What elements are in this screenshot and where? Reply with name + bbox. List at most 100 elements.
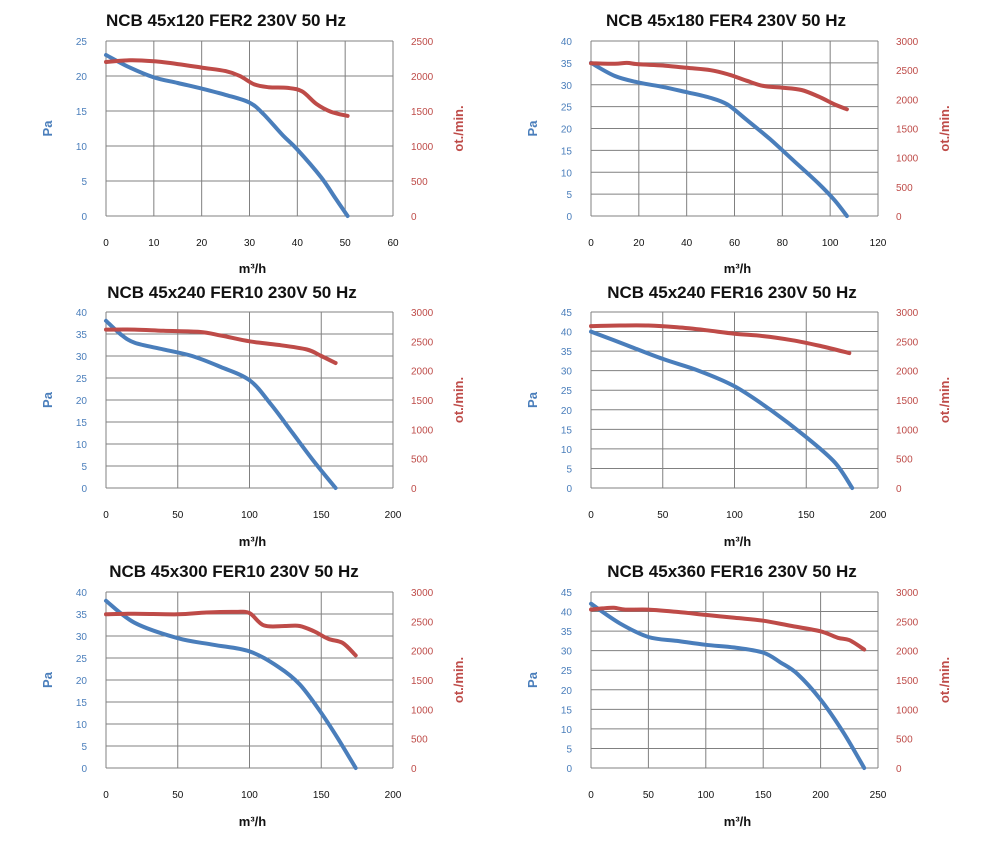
y-tick-label: 10 — [561, 168, 573, 179]
chart-title: NCB 45x240 FER10 230V 50 Hz — [107, 283, 356, 302]
grid — [105, 40, 394, 217]
speed-curve — [104, 609, 358, 658]
x-axis-title: m³/h — [724, 261, 752, 276]
x-tick-label: 50 — [643, 790, 655, 801]
y2-tick-label: 1500 — [411, 396, 434, 407]
y2-tick-label: 2500 — [896, 66, 919, 77]
y-tick-label: 10 — [561, 445, 573, 456]
y-tick-label: 20 — [76, 396, 88, 407]
y-tick-label: 35 — [561, 347, 573, 358]
y2-tick-label: 1000 — [896, 425, 919, 436]
x-tick-label: 0 — [103, 790, 109, 801]
y-tick-label: 15 — [76, 107, 88, 118]
fan-chart-4: NCB 45x240 FER16 230V 50 Hz0 50 100 150 2000… — [525, 283, 952, 549]
y-tick-label: 0 — [566, 212, 572, 223]
pressure-curve — [589, 601, 867, 770]
y-tick-label: 0 — [81, 484, 87, 495]
x-tick-label: 200 — [812, 790, 829, 801]
y-tick-label: 45 — [561, 308, 573, 319]
y-tick-label: 5 — [81, 462, 87, 473]
speed-curve — [589, 605, 867, 652]
chart-title: NCB 45x300 FER10 230V 50 Hz — [109, 562, 358, 581]
y-axis-title: Pa — [40, 120, 55, 137]
y-tick-label: 0 — [566, 484, 572, 495]
y2-tick-label: 500 — [896, 183, 913, 194]
y2-tick-label: 2500 — [896, 337, 919, 348]
x-axis-title: m³/h — [239, 814, 267, 829]
speed-curve — [104, 327, 338, 365]
x-tick-label: 100 — [697, 790, 714, 801]
pressure-curve — [104, 318, 338, 490]
x-axis-title: m³/h — [724, 814, 752, 829]
y2-tick-label: 2500 — [896, 617, 919, 628]
y2-tick-label: 0 — [896, 484, 902, 495]
pressure-curve — [589, 329, 855, 490]
x-tick-label: 30 — [244, 238, 256, 249]
y2-tick-label: 1500 — [896, 676, 919, 687]
fan-chart-1: NCB 45x120 FER2 230V 50 Hz0 10 20 30 40 50 600… — [40, 11, 466, 276]
x-tick-label: 20 — [633, 238, 645, 249]
x-tick-label: 150 — [313, 510, 330, 521]
y-tick-label: 25 — [76, 37, 88, 48]
y2-tick-label: 500 — [896, 455, 913, 466]
y-tick-label: 20 — [561, 125, 573, 136]
y2-tick-label: 1000 — [896, 154, 919, 165]
grid — [105, 311, 394, 489]
y2-tick-label: 0 — [896, 764, 902, 775]
y2-tick-label: 3000 — [411, 588, 434, 599]
y-tick-label: 5 — [566, 190, 572, 201]
y-tick-label: 5 — [81, 742, 87, 753]
y-tick-label: 5 — [566, 744, 572, 755]
y2-tick-label: 2500 — [411, 617, 434, 628]
y-tick-label: 30 — [76, 352, 88, 363]
y-tick-label: 10 — [76, 720, 88, 731]
x-tick-label: 0 — [103, 238, 109, 249]
y-tick-label: 0 — [566, 764, 572, 775]
x-tick-label: 0 — [103, 510, 109, 521]
y2-tick-label: 3000 — [896, 588, 919, 599]
y-tick-label: 25 — [561, 666, 573, 677]
y-tick-label: 40 — [561, 608, 573, 619]
y-tick-label: 40 — [561, 328, 573, 339]
y2-tick-label: 500 — [411, 455, 428, 466]
y2-tick-label: 2000 — [411, 367, 434, 378]
x-tick-label: 200 — [385, 510, 402, 521]
y2-tick-label: 2000 — [896, 95, 919, 106]
y2-tick-label: 2000 — [411, 647, 434, 658]
y-tick-label: 35 — [76, 610, 88, 621]
x-tick-label: 150 — [313, 790, 330, 801]
chart-title: NCB 45x360 FER16 230V 50 Hz — [607, 562, 856, 581]
x-tick-label: 150 — [755, 790, 772, 801]
x-tick-label: 250 — [870, 790, 887, 801]
y-tick-label: 25 — [561, 103, 573, 114]
y-tick-label: 5 — [566, 464, 572, 475]
y2-tick-label: 500 — [411, 177, 428, 188]
y-tick-label: 20 — [76, 72, 88, 83]
x-tick-label: 0 — [588, 790, 594, 801]
x-axis-title: m³/h — [239, 534, 267, 549]
y2-tick-label: 3000 — [411, 308, 434, 319]
y2-axis-title: ot./min. — [451, 105, 466, 151]
x-tick-label: 100 — [241, 790, 258, 801]
x-tick-label: 40 — [292, 238, 304, 249]
y-tick-label: 30 — [561, 647, 573, 658]
y2-tick-label: 1000 — [411, 705, 434, 716]
y2-axis-title: ot./min. — [451, 657, 466, 703]
x-tick-label: 100 — [241, 510, 258, 521]
y-tick-label: 10 — [561, 725, 573, 736]
y2-tick-label: 1500 — [896, 125, 919, 136]
x-tick-label: 60 — [729, 238, 741, 249]
y-axis-title: Pa — [525, 120, 540, 137]
y2-tick-label: 1500 — [896, 396, 919, 407]
y2-tick-label: 1000 — [411, 142, 434, 153]
speed-curve — [589, 60, 849, 112]
y-tick-label: 15 — [76, 698, 88, 709]
y-tick-label: 20 — [76, 676, 88, 687]
pressure-curve — [104, 53, 350, 218]
y-tick-label: 15 — [561, 425, 573, 436]
x-tick-label: 100 — [822, 238, 839, 249]
y-tick-label: 25 — [76, 654, 88, 665]
y2-tick-label: 500 — [411, 735, 428, 746]
x-tick-label: 100 — [726, 510, 743, 521]
y-axis-title: Pa — [40, 391, 55, 408]
